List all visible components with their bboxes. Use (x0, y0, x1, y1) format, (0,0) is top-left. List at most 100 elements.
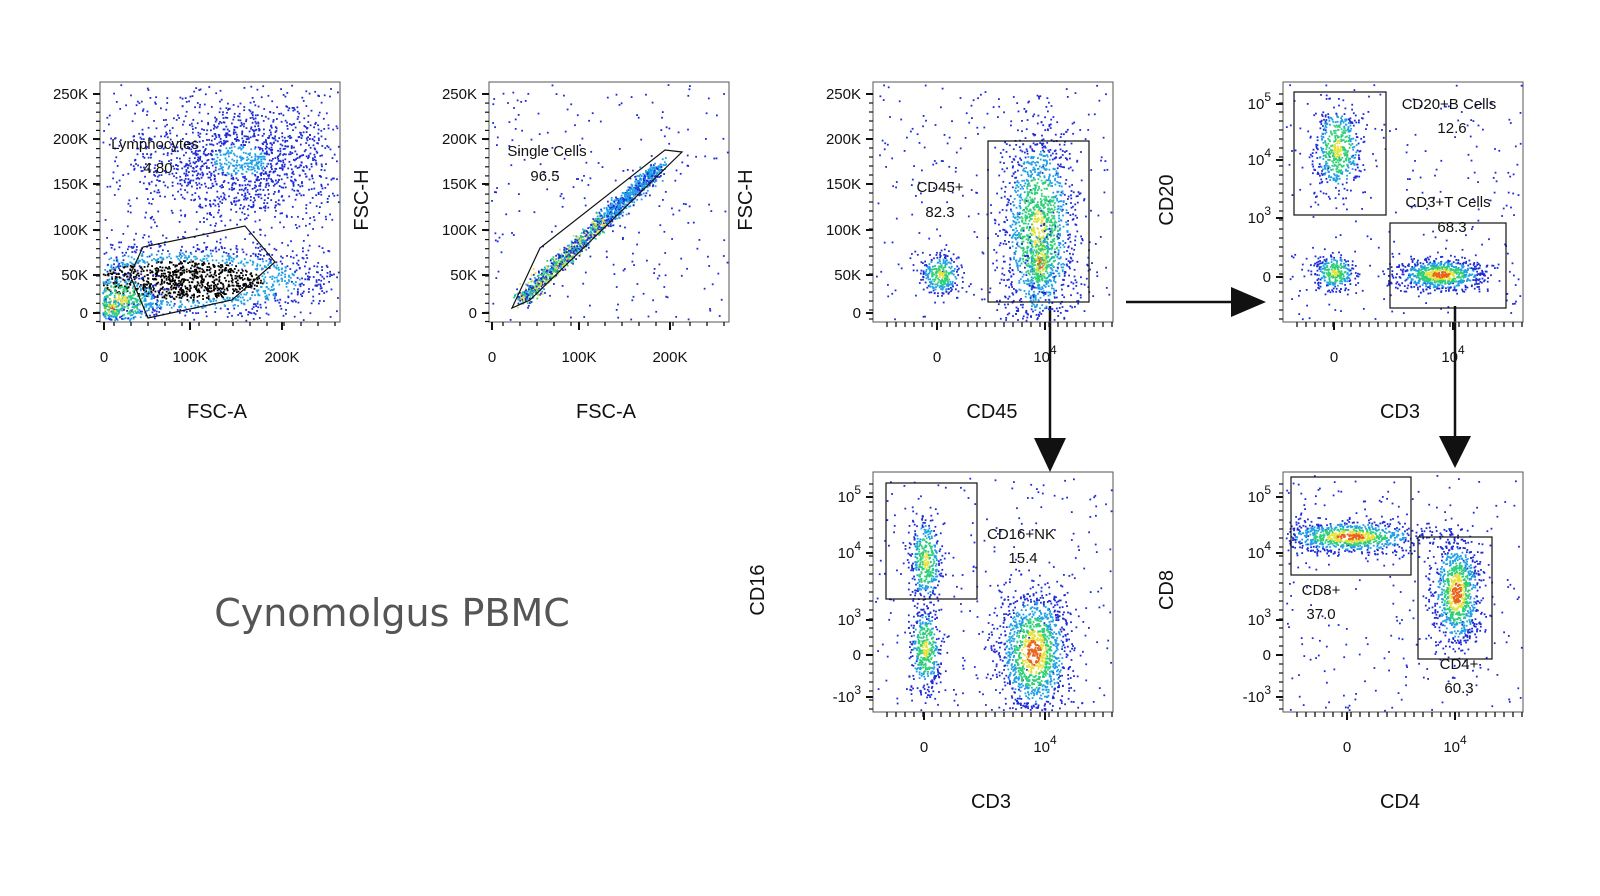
event (136, 288, 138, 290)
event (201, 206, 204, 209)
event (277, 178, 280, 181)
events (491, 84, 729, 321)
event (133, 139, 135, 141)
event (645, 192, 648, 195)
event (280, 160, 282, 163)
event (640, 138, 643, 141)
event (265, 182, 268, 185)
event (113, 286, 115, 289)
event (627, 194, 630, 197)
event (589, 234, 592, 237)
event (104, 304, 107, 307)
event (177, 277, 180, 279)
event (215, 118, 218, 120)
event (121, 304, 123, 307)
event (161, 282, 163, 285)
event (110, 137, 112, 140)
event (239, 119, 242, 122)
event (222, 181, 225, 183)
event (606, 96, 609, 99)
event (513, 107, 515, 109)
event (610, 212, 612, 215)
event (194, 162, 196, 165)
event (153, 135, 156, 138)
event (594, 237, 597, 240)
event (204, 204, 207, 207)
event (162, 286, 164, 289)
event (605, 206, 608, 209)
event (173, 298, 176, 301)
event (540, 292, 542, 295)
event (134, 281, 137, 284)
event (584, 235, 587, 238)
event (647, 168, 650, 171)
event (273, 137, 276, 140)
event (170, 286, 172, 289)
event (301, 277, 303, 280)
event (560, 193, 563, 195)
event (157, 281, 160, 284)
event (544, 281, 547, 284)
event (307, 275, 309, 278)
event (235, 247, 238, 250)
event (237, 192, 239, 195)
event (568, 244, 570, 247)
event (610, 209, 613, 211)
event (115, 309, 118, 312)
event (573, 247, 575, 250)
event (703, 287, 706, 290)
event (129, 261, 132, 264)
event (231, 284, 234, 287)
event (215, 295, 217, 298)
event (585, 248, 588, 251)
event (148, 255, 151, 258)
event (242, 140, 245, 142)
event (275, 179, 277, 182)
event (650, 177, 653, 179)
event (234, 277, 237, 280)
event (630, 193, 632, 196)
event (325, 177, 328, 179)
event (607, 225, 610, 227)
event (244, 187, 246, 190)
event (257, 157, 260, 159)
event (192, 131, 194, 134)
event (112, 171, 115, 174)
event (149, 138, 152, 140)
event (193, 296, 195, 299)
event (228, 259, 230, 261)
event (208, 139, 210, 141)
event (103, 301, 106, 304)
event (117, 298, 120, 301)
event (168, 274, 171, 277)
event (156, 282, 159, 285)
event (626, 203, 629, 206)
event (288, 275, 290, 278)
event (154, 259, 157, 261)
event (204, 148, 207, 150)
event (119, 316, 121, 319)
event (213, 170, 215, 173)
event (555, 254, 557, 257)
event (249, 180, 252, 183)
event (104, 280, 107, 283)
event (241, 123, 243, 126)
event (545, 265, 548, 267)
event (181, 293, 184, 295)
event (321, 154, 323, 157)
event (159, 283, 162, 286)
event (198, 302, 200, 304)
event (126, 265, 129, 268)
tick-label: 0 (80, 305, 88, 322)
event (196, 257, 198, 260)
event (286, 173, 288, 176)
event (249, 152, 251, 155)
event (624, 204, 627, 206)
event (250, 196, 252, 198)
event (529, 297, 531, 300)
event (145, 304, 148, 307)
event (249, 286, 251, 288)
event (305, 261, 307, 264)
event (260, 155, 263, 158)
